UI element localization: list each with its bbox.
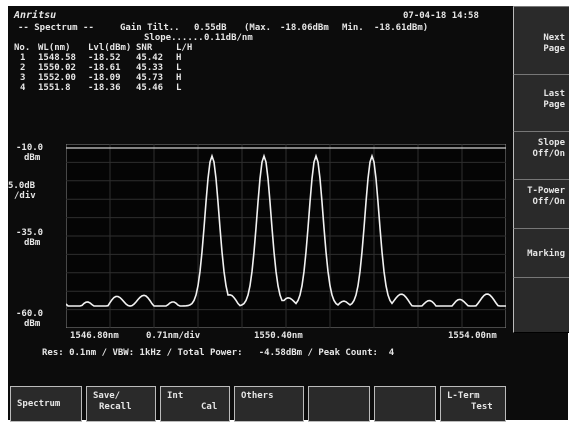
peak-table-cell: 3 (20, 73, 26, 83)
spectrum-trace (66, 153, 506, 307)
peak-table-cell: -18.09 (88, 73, 121, 83)
softkey-t-power[interactable]: T-Power Off/On (513, 179, 569, 230)
peak-table-cell: -18.36 (88, 83, 121, 93)
peak-table-cell: H (176, 53, 182, 63)
max-value: -18.06dBm (280, 23, 329, 33)
slope-value: 0.11dB/nm (204, 33, 253, 43)
softkey-next-page[interactable]: Next Page (513, 6, 569, 76)
mode-title: -- Spectrum -- (18, 23, 94, 33)
y-top-value: -10.0 (16, 143, 44, 153)
plot-grid (66, 144, 506, 328)
peak-table-cell: 45.73 (136, 73, 164, 83)
y-mid-value: -35.0 (16, 228, 44, 238)
softkey-slope[interactable]: Slope Off/On (513, 131, 569, 181)
x-span-per-div: 0.71nm/div (146, 331, 201, 341)
x-center: 1550.40nm (254, 331, 303, 341)
y-scale-value: 5.0dB (8, 181, 36, 191)
key-save-recall-label-2: Recall (99, 402, 132, 412)
datetime: 07-04-18 14:58 (403, 11, 479, 21)
peak-table-cell: 45.33 (136, 63, 164, 73)
x-start: 1546.80nm (70, 331, 119, 341)
max-label: (Max. (244, 23, 272, 33)
min-value: -18.61dBm) (374, 23, 429, 33)
gain-tilt-value: 0.55dB (194, 23, 227, 33)
y-bottom-unit: dBm (24, 319, 41, 329)
spectrum-plot (66, 144, 506, 328)
peak-table-cell: -18.61 (88, 63, 121, 73)
key-int-cal-label-2: Cal (201, 402, 218, 412)
key-blank-1[interactable] (308, 386, 370, 422)
peak-table-cell: 1551.8 (38, 83, 71, 93)
peak-table-cell: 1 (20, 53, 26, 63)
y-scale-unit: /div (14, 191, 36, 201)
brand-logo: Anritsu (14, 10, 57, 21)
gain-tilt-label: Gain Tilt.. (120, 23, 180, 33)
softkey-blank[interactable] (513, 277, 569, 333)
key-spectrum-label: Spectrum (17, 399, 61, 409)
key-others[interactable]: Others (234, 386, 304, 422)
peak-table-cell: 1548.58 (38, 53, 76, 63)
y-top-unit: dBm (24, 153, 41, 163)
key-int-cal-label-1: Int (167, 391, 184, 401)
peak-table-header: No. (14, 43, 31, 53)
softkey-last-page-label-1: Last (543, 89, 565, 99)
peak-table-cell: -18.52 (88, 53, 121, 63)
peak-table-cell: 1552.00 (38, 73, 76, 83)
softkey-t-power-label-2: Off/On (532, 197, 565, 207)
key-others-label: Others (241, 391, 274, 401)
peak-table-cell: 1550.02 (38, 63, 76, 73)
peak-table-cell: 2 (20, 63, 26, 73)
softkey-t-power-label-1: T-Power (527, 186, 565, 196)
key-l-term-test[interactable]: L-Term Test (440, 386, 506, 422)
softkey-last-page-label-2: Page (543, 100, 565, 110)
peak-table-header: SNR (136, 43, 153, 53)
min-label: Min. (342, 23, 364, 33)
softkey-marking-label-1: Marking (527, 249, 565, 259)
peak-table-cell: 45.46 (136, 83, 164, 93)
softkey-next-page-label-2: Page (543, 44, 565, 54)
status-line: Res: 0.1nm / VBW: 1kHz / Total Power: -4… (42, 348, 395, 358)
peak-table-header: Lvl(dBm) (88, 43, 132, 53)
key-l-term-test-label-2: Test (471, 402, 493, 412)
peak-table-cell: 45.42 (136, 53, 164, 63)
key-save-recall-label-1: Save/ (93, 391, 121, 401)
peak-table-header: L/H (176, 43, 193, 53)
key-spectrum[interactable]: Spectrum (10, 386, 82, 422)
peak-table-cell: L (176, 63, 182, 73)
softkey-marking[interactable]: Marking (513, 228, 569, 279)
softkey-slope-label-2: Off/On (532, 149, 565, 159)
y-mid-unit: dBm (24, 238, 41, 248)
slope-label: Slope...... (144, 33, 204, 43)
peak-table-cell: 4 (20, 83, 26, 93)
peak-table-cell: L (176, 83, 182, 93)
y-bottom-value: -60.0 (16, 309, 44, 319)
key-blank-2[interactable] (374, 386, 436, 422)
peak-table-header: WL(nm) (38, 43, 71, 53)
x-stop: 1554.00nm (448, 331, 497, 341)
softkey-slope-label-1: Slope (537, 138, 565, 148)
softkey-next-page-label-1: Next (543, 33, 565, 43)
key-int-cal[interactable]: Int Cal (160, 386, 230, 422)
analyzer-screen: Anritsu 07-04-18 14:58 -- Spectrum -- Ga… (8, 6, 569, 422)
key-l-term-test-label-1: L-Term (447, 391, 480, 401)
softkey-last-page[interactable]: Last Page (513, 74, 569, 133)
key-save-recall[interactable]: Save/ Recall (86, 386, 156, 422)
peak-table-cell: H (176, 73, 182, 83)
